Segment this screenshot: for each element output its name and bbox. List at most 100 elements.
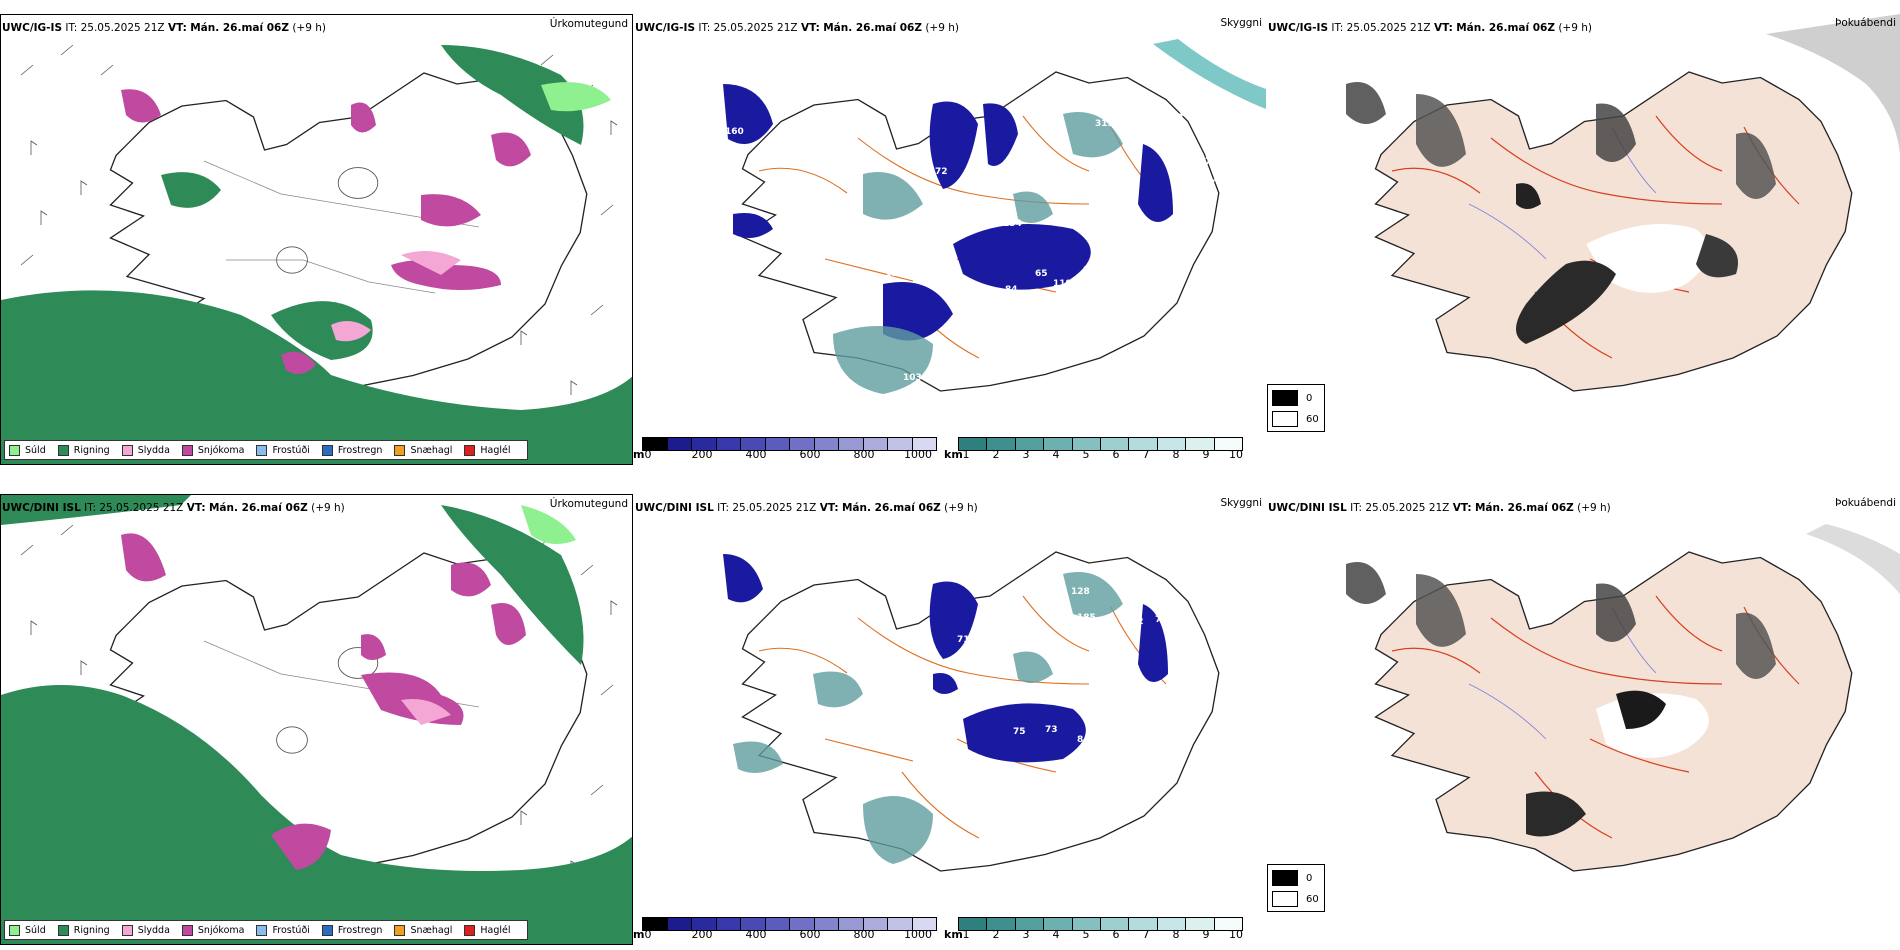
- fog-swatch-black: [1272, 390, 1298, 406]
- fog-map-ig: [1266, 14, 1900, 432]
- colorbar-segment: [1186, 918, 1215, 930]
- legend-swatch: [321, 924, 333, 936]
- legend-label: Frostúði: [272, 924, 310, 936]
- colorbar-tick: 3: [1022, 928, 1030, 941]
- precip-title-ig: Úrkomutegund: [549, 18, 628, 30]
- visibility-value-label: 102: [969, 819, 988, 829]
- visibility-value-label: 12: [935, 879, 948, 889]
- legend-swatch: [256, 924, 268, 936]
- vt-label: VT:: [819, 502, 839, 514]
- visibility-value-label: 128: [1071, 587, 1090, 597]
- colorbar-segment: [959, 918, 988, 930]
- colorbar-tick: 200: [691, 928, 713, 941]
- fog-legend-ig: 0 60: [1267, 384, 1325, 432]
- colorbar-segment: [765, 918, 790, 930]
- visibility-colorbar-ig: [958, 437, 1243, 451]
- legend-swatch: [57, 444, 69, 456]
- valid-time: Mán. 26.maí 06Z: [1456, 22, 1555, 34]
- fog-panel-ig: Þokuábendi 0 60: [1266, 14, 1900, 432]
- precip-panel-ig: Úrkomutegund Súld Rigning Slydda Snjókom…: [0, 14, 633, 465]
- lead-time: (+9 h): [944, 502, 978, 514]
- visibility-value-label: 75: [1013, 727, 1026, 737]
- colorbar-segment: [888, 918, 913, 930]
- precip-title-dini: Úrkomutegund: [549, 498, 628, 510]
- visibility-value-label: 115: [885, 269, 904, 279]
- model-name: UWC/DINI ISL: [635, 502, 714, 514]
- legend-label: Frostregn: [337, 924, 383, 936]
- legend-swatch: [9, 444, 20, 456]
- colorbar-tick: 800: [853, 448, 875, 461]
- colorbar-tick: 10: [1229, 448, 1243, 461]
- visibility-colorbar-dini: [958, 917, 1243, 931]
- vt-label: VT:: [186, 502, 206, 514]
- legend-item-rigning: Rigning: [57, 924, 110, 936]
- init-time: IT: 25.05.2025 21Z: [1350, 502, 1450, 514]
- ceiling-unit-ig: m: [633, 448, 645, 461]
- colorbar-segment: [1072, 438, 1102, 450]
- colorbar-tick: 3: [1022, 448, 1030, 461]
- valid-time: Mán. 26.maí 06Z: [208, 502, 308, 514]
- fog-swatch-white: [1272, 891, 1298, 907]
- valid-time: Mán. 26.maí 06Z: [841, 502, 941, 514]
- vis-title-ig: Skyggni: [1220, 17, 1263, 29]
- vt-label: VT:: [800, 22, 820, 34]
- legend-item-slydda: Slydda: [121, 924, 170, 936]
- colorbar-segment: [839, 438, 864, 450]
- visibility-value-label: 68: [793, 692, 806, 702]
- vt-label: VT:: [167, 22, 187, 34]
- vis-title-dini: Skyggni: [1220, 497, 1263, 509]
- fog-title-dini: Þokuábendi: [1835, 497, 1896, 509]
- visibility-value-label: 48: [933, 355, 946, 365]
- visibility-value-label: 61: [953, 660, 966, 670]
- legend-label: Rigning: [73, 924, 110, 936]
- legend-swatch: [394, 924, 406, 936]
- visibility-value-label: 119: [1053, 279, 1072, 289]
- legend-item-frostudi: Frostúði: [256, 924, 310, 936]
- visibility-value-label: 70: [933, 249, 946, 259]
- colorbar-tick: 800: [853, 928, 875, 941]
- legend-label: Snjókoma: [197, 924, 245, 936]
- visibility-value-label: 105: [793, 247, 812, 257]
- legend-item-snjohagl: Snæhagl: [394, 924, 452, 936]
- lead-time: (+9 h): [292, 22, 326, 34]
- legend-swatch: [181, 444, 193, 456]
- visibility-value-label: 67: [1083, 265, 1096, 275]
- visibility-value-label: 61: [751, 77, 764, 87]
- visibility-value-label: 87: [1081, 291, 1094, 301]
- visibility-value-label: 71: [985, 353, 998, 363]
- fog-swatch-black: [1272, 870, 1298, 886]
- legend-item-snjokoma: Snjókoma: [181, 444, 244, 456]
- precip-map-ig: [1, 15, 632, 464]
- colorbar-segment: [814, 918, 839, 930]
- colorbar-tick: 2: [992, 928, 1000, 941]
- colorbar-segment: [1044, 918, 1073, 930]
- legend-label: Slydda: [137, 924, 170, 936]
- lead-time: (+9 h): [1558, 22, 1592, 34]
- colorbar-segment: [1129, 438, 1158, 450]
- fog-value: 0: [1306, 392, 1313, 404]
- legend-item-sudd: Súld: [9, 444, 46, 456]
- colorbar-tick: 0: [644, 448, 652, 461]
- visibility-value-label: 71: [957, 635, 970, 645]
- lead-time: (+9 h): [925, 22, 959, 34]
- lead-time: (+9 h): [311, 502, 345, 514]
- ceiling-unit-dini: m: [633, 928, 645, 941]
- colorbar-tick: 200: [691, 448, 713, 461]
- visibility-unit-dini: km: [944, 928, 963, 941]
- init-time: IT: 25.05.2025 21Z: [84, 502, 184, 514]
- precip-map-dini: [1, 495, 632, 944]
- visibility-value-label: 72: [935, 167, 948, 177]
- ceiling-colorbar-dini: [642, 917, 937, 931]
- colorbar-segment: [1129, 918, 1158, 930]
- visibility-value-label: 79: [1155, 615, 1168, 625]
- colorbar-tick: 600: [799, 928, 821, 941]
- ceiling-ticks-ig: 0 200 400 600 800 1000: [644, 448, 933, 462]
- colorbar-segment: [1072, 918, 1102, 930]
- legend-item-frostudi: Frostúði: [256, 444, 310, 456]
- lead-time: (+9 h): [1577, 502, 1611, 514]
- legend-swatch: [256, 444, 268, 456]
- colorbar-segment: [1044, 438, 1073, 450]
- colorbar-tick: 9: [1202, 928, 1210, 941]
- fog-map-dini: [1266, 494, 1900, 912]
- visibility-value-label: 134: [1003, 219, 1022, 229]
